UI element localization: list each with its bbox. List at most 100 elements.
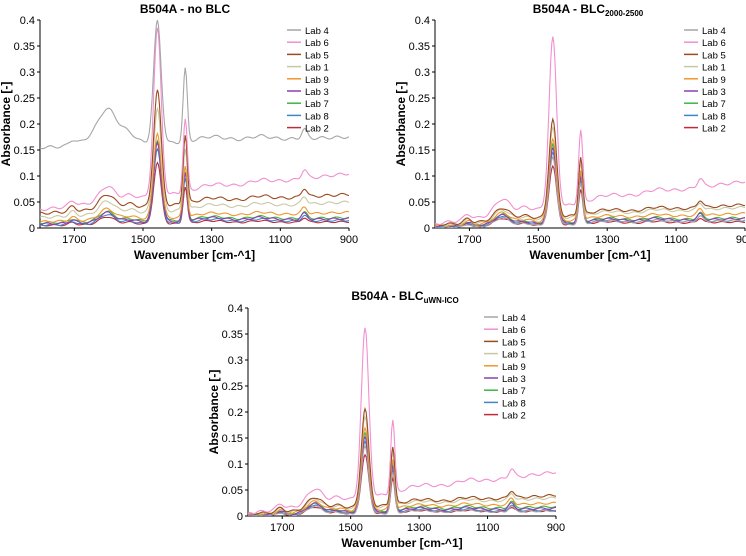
series-line-lab-5: [40, 89, 349, 215]
legend-entry: Lab 4: [502, 313, 526, 324]
y-tick-label: 0.15: [409, 145, 430, 157]
y-tick-label: 0.25: [14, 93, 35, 105]
legend-entry: Lab 7: [502, 386, 526, 397]
chart-title: B504A - BLC2000-2500: [533, 2, 644, 18]
legend-entry: Lab 3: [305, 87, 329, 98]
chart-no-blc: B504A - no BLC 0 0.05 0.1 0.15 0.2 0.25 0.3 0.35…: [0, 2, 358, 262]
x-tick-label: 1500: [131, 234, 155, 246]
chart-title-text: B504A - BLC: [533, 2, 606, 16]
series-lines: [435, 36, 745, 228]
x-tick-label: 900: [340, 234, 358, 246]
series-line-lab-7: [40, 139, 349, 225]
series-line-lab-6: [248, 327, 556, 515]
y-tick-label: 0.15: [14, 145, 35, 157]
chart-blc-2000-2500: B504A - BLC2000-2500 0 0.05 0.1 0.15 0.2 0.25 0…: [394, 2, 746, 262]
legend-entry: Lab 3: [702, 87, 726, 98]
legend-entry: Lab 6: [305, 38, 329, 49]
x-axis-label: Wavenumber [cm-^1]: [134, 248, 255, 262]
y-tick-label: 0.15: [222, 433, 243, 445]
y-tick-label: 0.25: [409, 93, 430, 105]
y-tick-label: 0.35: [409, 41, 430, 53]
x-tick-label: 1500: [338, 522, 362, 534]
series-lines: [40, 19, 349, 227]
legend-entry: Lab 7: [702, 99, 726, 110]
legend-entry: Lab 7: [305, 99, 329, 110]
legend-entry: Lab 8: [502, 398, 526, 409]
chart-title-subscript: uWN-ICO: [424, 296, 459, 305]
chart-title-text: B504A - BLC: [351, 289, 424, 303]
x-axis-label: Wavenumber [cm-^1]: [341, 536, 462, 550]
series-line-lab-1: [40, 106, 349, 219]
y-tick-label: 0.4: [228, 303, 243, 315]
x-tick-label: 1100: [476, 522, 500, 534]
y-tick-label: 0.1: [415, 171, 430, 183]
series-line-lab-2: [435, 164, 745, 228]
chart-title-subscript: 2000-2500: [605, 9, 644, 18]
chart-blc-uwn-ico: B504A - BLCuWN-ICO 0 0.05 0.1 0.15 0.2 0.25 0.3…: [207, 289, 565, 550]
y-tick-label: 0.2: [415, 119, 430, 131]
x-tick-label: 1100: [269, 234, 293, 246]
legend-entry: Lab 6: [502, 325, 526, 336]
legend-entry: Lab 5: [702, 50, 726, 61]
series-line-lab-3: [40, 141, 349, 226]
x-tick-label: 900: [547, 522, 565, 534]
series-line-lab-5: [248, 406, 556, 516]
legend-entry: Lab 4: [305, 26, 329, 37]
series-line-lab-8: [40, 147, 349, 227]
chart-title: B504A - no BLC: [140, 2, 231, 16]
legend-entry: Lab 2: [305, 124, 329, 135]
legend-entry: Lab 5: [502, 337, 526, 348]
y-tick-label: 0: [424, 223, 430, 235]
series-line-lab-8: [435, 150, 745, 228]
legend-entry: Lab 8: [702, 111, 726, 122]
x-tick-label: 1300: [407, 522, 431, 534]
legend-entry: Lab 2: [702, 124, 726, 135]
y-tick-label: 0: [237, 511, 243, 523]
y-tick-label: 0.05: [222, 485, 243, 497]
series-line-lab-4: [435, 155, 745, 228]
series-line-lab-3: [435, 146, 745, 228]
x-tick-label: 1300: [199, 234, 223, 246]
series-line-lab-3: [248, 435, 556, 516]
x-tick-label: 1500: [526, 234, 550, 246]
legend-entry: Lab 6: [702, 38, 726, 49]
x-tick-label: 900: [736, 234, 746, 246]
y-axis-label: Absorbance [-]: [207, 370, 221, 455]
y-tick-label: 0.3: [415, 67, 430, 79]
legend-entry: Lab 2: [502, 411, 526, 422]
series-line-lab-1: [435, 125, 745, 227]
series-line-lab-6: [435, 36, 745, 226]
y-tick-label: 0.4: [20, 15, 35, 27]
y-tick-label: 0: [29, 223, 35, 235]
series-line-lab-2: [40, 161, 349, 227]
legend-entry: Lab 4: [702, 26, 726, 37]
y-tick-label: 0.2: [228, 407, 243, 419]
x-axis-label: Wavenumber [cm-^1]: [529, 248, 650, 262]
y-tick-label: 0.35: [14, 41, 35, 53]
y-tick-label: 0.2: [20, 119, 35, 131]
legend-entry: Lab 3: [502, 374, 526, 385]
legend-entry: Lab 9: [502, 362, 526, 373]
x-tick-label: 1300: [595, 234, 619, 246]
y-tick-label: 0.05: [14, 197, 35, 209]
series-line-lab-6: [40, 27, 349, 212]
chart-title: B504A - BLCuWN-ICO: [351, 289, 458, 305]
y-tick-label: 0.3: [20, 67, 35, 79]
y-tick-label: 0.05: [409, 197, 430, 209]
series-lines: [248, 327, 556, 516]
legend-entry: Lab 9: [305, 75, 329, 86]
series-line-lab-4: [40, 19, 349, 150]
x-tick-label: 1700: [62, 234, 86, 246]
y-tick-label: 0.1: [20, 171, 35, 183]
series-line-lab-9: [435, 137, 745, 227]
y-tick-label: 0.35: [222, 329, 243, 341]
legend-entry: Lab 5: [305, 50, 329, 61]
legend-entry: Lab 8: [305, 111, 329, 122]
legend-entry: Lab 1: [702, 63, 726, 74]
x-tick-label: 1100: [664, 234, 688, 246]
x-tick-label: 1700: [270, 522, 294, 534]
